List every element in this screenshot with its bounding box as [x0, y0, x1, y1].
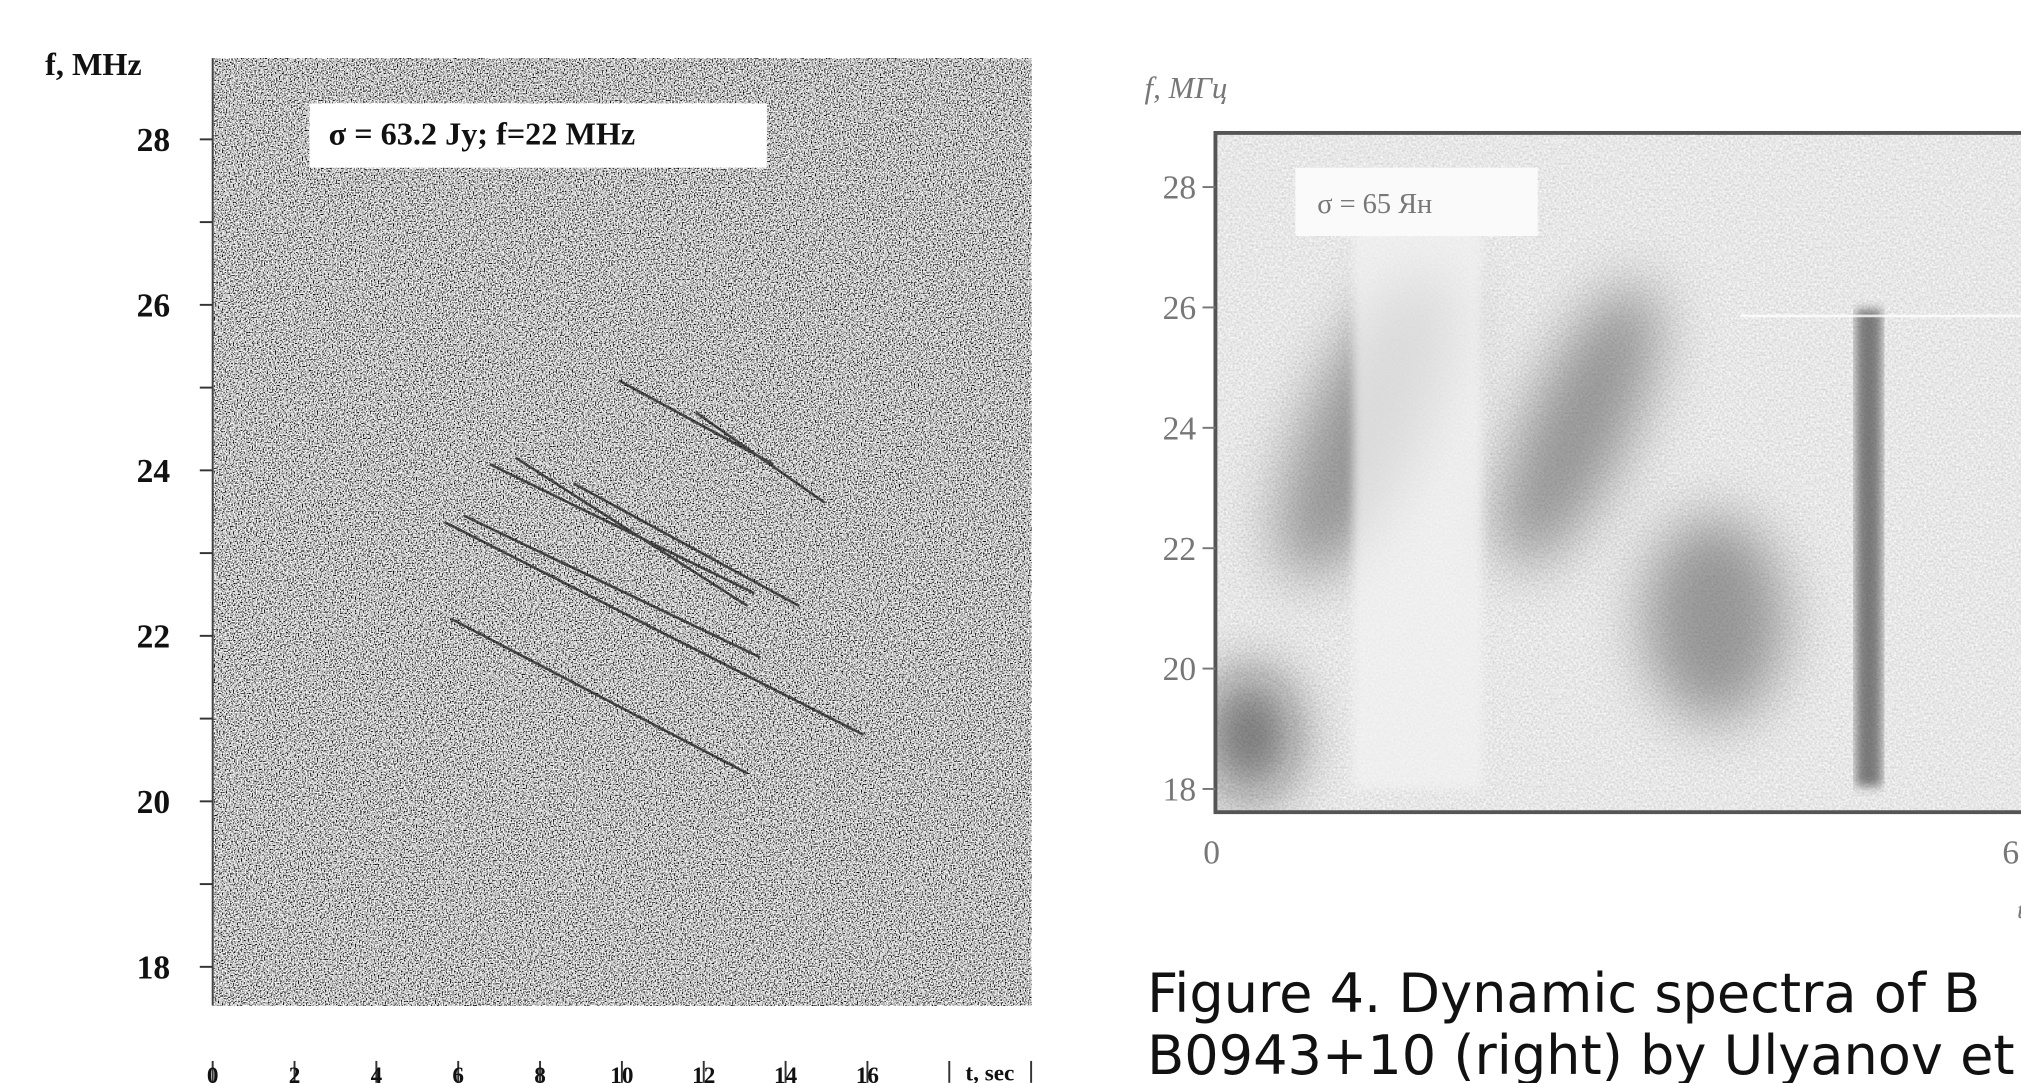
x-axis-label: t, — [2017, 895, 2021, 924]
annotation: σ = 65 Ян — [1317, 189, 1432, 220]
y-tick-label: 22 — [137, 618, 171, 655]
x-tick-label: 14 — [774, 1063, 798, 1083]
caption-line: Figure 4. Dynamic spectra of B — [1147, 962, 1980, 1025]
x-tick-label: 6 — [2002, 835, 2019, 872]
y-tick-label: 24 — [1163, 410, 1197, 447]
y-axis-label: f, МГц — [1145, 70, 1228, 105]
y-tick-label: 28 — [1163, 170, 1197, 207]
y-axis-label: f, MHz — [45, 46, 142, 82]
x-tick-label: 12 — [692, 1063, 715, 1083]
x-tick-label: 8 — [534, 1063, 546, 1083]
spectrogram-right — [1215, 132, 2021, 813]
x-tick-label: 2 — [289, 1063, 301, 1083]
annotation: σ = 63.2 Jy; f=22 MHz — [329, 116, 636, 152]
y-tick-label: 26 — [137, 287, 171, 324]
y-tick-label: 22 — [1163, 531, 1197, 568]
spectrogram-left — [212, 58, 1032, 1006]
frame-right — [1213, 130, 2021, 815]
annotation-box — [1295, 167, 1538, 237]
y-tick-label: 28 — [137, 122, 171, 159]
annotation-box — [309, 103, 767, 168]
y-tick-label: 26 — [1163, 290, 1197, 327]
x-tick-label: 10 — [610, 1063, 633, 1083]
x-tick-label: 6 — [452, 1063, 464, 1083]
x-tick-label: 0 — [207, 1063, 219, 1083]
y-tick-label: 20 — [1163, 651, 1197, 688]
x-axis-label: t, sec — [965, 1060, 1014, 1083]
caption-line: B0943+10 (right) by Ulyanov et — [1147, 1024, 2015, 1083]
y-tick-label: 20 — [137, 784, 171, 821]
x-tick-label: 4 — [371, 1063, 383, 1083]
x-tick-label: 16 — [856, 1063, 879, 1083]
dispersion-tracks — [444, 379, 865, 775]
y-tick-label: 18 — [137, 949, 171, 986]
x-tick-label: 0 — [1203, 835, 1220, 872]
y-tick-label: 24 — [137, 453, 171, 490]
y-tick-label: 18 — [1163, 772, 1197, 809]
